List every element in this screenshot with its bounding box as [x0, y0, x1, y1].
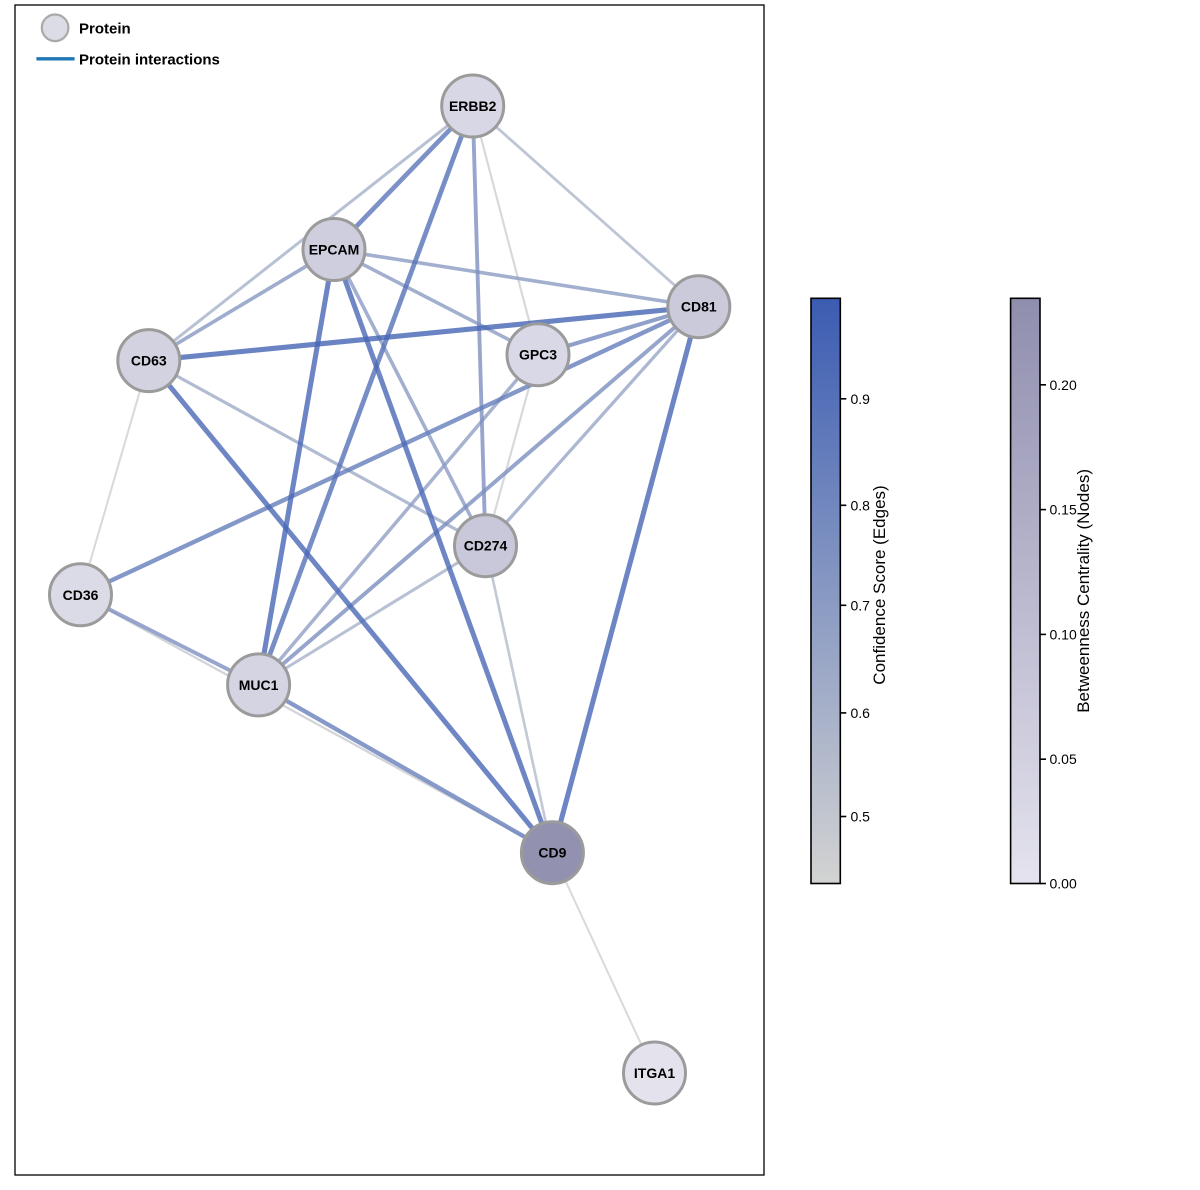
- svg-text:0.6: 0.6: [851, 705, 871, 721]
- svg-text:MUC1: MUC1: [239, 677, 279, 693]
- svg-text:EPCAM: EPCAM: [309, 242, 360, 258]
- svg-text:0.05: 0.05: [1050, 751, 1077, 767]
- svg-text:CD63: CD63: [131, 353, 167, 369]
- svg-text:0.5: 0.5: [851, 809, 871, 825]
- svg-text:ERBB2: ERBB2: [449, 98, 497, 114]
- svg-text:Protein: Protein: [79, 20, 131, 37]
- svg-text:0.7: 0.7: [851, 597, 871, 613]
- svg-text:ITGA1: ITGA1: [634, 1065, 675, 1081]
- svg-text:GPC3: GPC3: [519, 347, 557, 363]
- svg-text:0.10: 0.10: [1050, 626, 1077, 642]
- svg-text:Betweenness Centrality (Nodes): Betweenness Centrality (Nodes): [1074, 469, 1093, 713]
- svg-text:Protein interactions: Protein interactions: [79, 51, 220, 68]
- svg-text:0.00: 0.00: [1050, 876, 1077, 892]
- svg-text:Confidence Score (Edges): Confidence Score (Edges): [870, 485, 889, 684]
- svg-text:CD9: CD9: [538, 845, 566, 861]
- svg-text:CD81: CD81: [681, 299, 717, 315]
- svg-text:0.20: 0.20: [1050, 377, 1077, 393]
- svg-text:0.8: 0.8: [851, 497, 871, 513]
- svg-text:CD274: CD274: [464, 538, 508, 554]
- svg-text:0.15: 0.15: [1050, 502, 1077, 518]
- svg-text:0.9: 0.9: [851, 391, 871, 407]
- svg-text:CD36: CD36: [63, 587, 99, 603]
